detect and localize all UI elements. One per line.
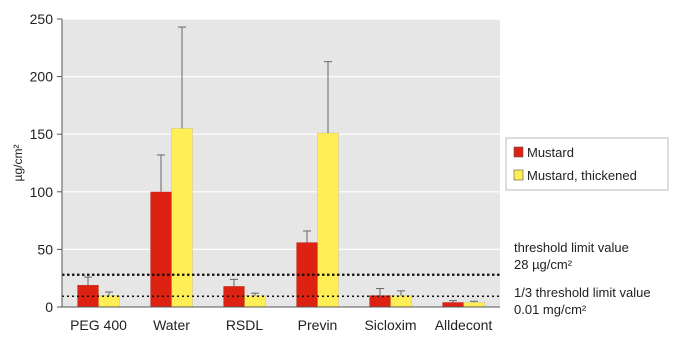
legend-swatch-mustard <box>513 146 524 158</box>
bar-mustard-1 <box>150 191 172 308</box>
error-bars <box>84 26 478 303</box>
legend: Mustard Mustard, thickened <box>505 137 669 191</box>
y-axis-title: µg/cm² <box>11 145 25 182</box>
gridlines <box>62 18 500 250</box>
legend-label-mustard-thickened: Mustard, thickened <box>527 168 637 183</box>
reference-lines <box>62 273 500 298</box>
bar-mustard-thickened-3 <box>317 132 339 308</box>
x-axis-labels: PEG 400 Water RSDL Previn Sicloxim Alldecont <box>70 317 492 333</box>
plot-background <box>62 19 500 307</box>
bar-mustard-5 <box>442 302 464 308</box>
bar-mustard-thickened-4 <box>390 295 412 308</box>
bar-mustard-2 <box>223 286 245 308</box>
threshold-value-label: 28 µg/cm² <box>514 257 573 272</box>
y-tick-label: 150 <box>30 126 54 142</box>
bar-mustard-thickened-5 <box>463 302 485 308</box>
legend-label-mustard: Mustard <box>527 145 574 160</box>
one-third-threshold-label: 1/3 threshold limit value <box>514 285 651 300</box>
y-tick-label: 250 <box>30 11 54 27</box>
x-tick-label: Previn <box>298 317 338 333</box>
y-tick-label: 50 <box>37 241 53 257</box>
x-tick-label: Water <box>153 317 190 333</box>
legend-box <box>505 137 669 191</box>
reference-annotations: threshold limit value 28 µg/cm² 1/3 thre… <box>514 240 651 317</box>
y-tick-label: 100 <box>30 184 54 200</box>
y-tick-label: 200 <box>30 69 54 85</box>
x-tick-label: RSDL <box>226 317 264 333</box>
bar-mustard-thickened-2 <box>244 295 266 308</box>
y-axis-ticks: 0 50 100 150 200 250 <box>30 11 62 315</box>
threshold-label: threshold limit value <box>514 240 629 255</box>
x-tick-label: Sicloxim <box>364 317 416 333</box>
legend-swatch-mustard-thickened <box>513 169 524 181</box>
bar-mustard-thickened-1 <box>171 128 193 308</box>
x-tick-label: Alldecont <box>435 317 493 333</box>
x-tick-label: PEG 400 <box>70 317 127 333</box>
bar-mustard-4 <box>369 295 391 308</box>
one-third-threshold-value-label: 0.01 mg/cm² <box>514 302 587 317</box>
y-tick-label: 0 <box>45 299 53 315</box>
bar-mustard-thickened-0 <box>98 295 120 308</box>
